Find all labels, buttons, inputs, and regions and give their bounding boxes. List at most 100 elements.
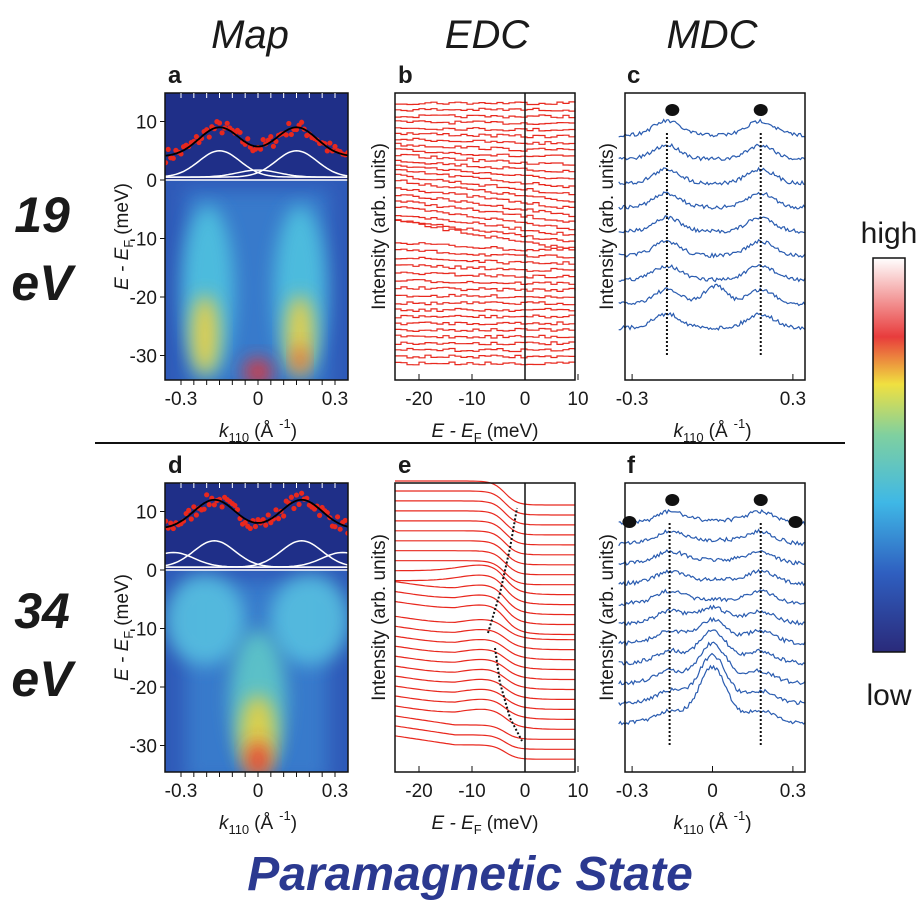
map-data-point	[165, 160, 169, 166]
map-data-point	[275, 516, 282, 522]
edc-curve	[395, 137, 576, 145]
mdc-curve	[618, 664, 806, 726]
map-data-point	[334, 514, 341, 520]
edc-curve	[395, 341, 576, 346]
edc-curve	[395, 153, 576, 166]
axis-label: Intensity (arb. units)	[369, 534, 390, 701]
edc-curve	[394, 600, 575, 636]
row-energy: 34	[14, 583, 70, 639]
mdc-peak-marker	[665, 494, 680, 506]
edc-curve	[395, 480, 575, 506]
axis-label-close: )	[745, 813, 751, 834]
edc-dispersion	[494, 647, 523, 742]
map-data-point	[242, 519, 248, 526]
map-data-point	[252, 523, 259, 530]
edc-curve	[395, 132, 576, 139]
map-data-point	[247, 525, 253, 532]
map-data-point	[224, 120, 230, 126]
edc-curve	[395, 540, 575, 566]
edc-curve	[394, 581, 575, 616]
edc-curve	[394, 635, 575, 661]
edc-curve	[395, 327, 576, 332]
mdc-curve	[618, 191, 806, 210]
map-data-point	[186, 507, 192, 513]
edc-curve	[395, 256, 576, 265]
edc-curve	[395, 490, 575, 516]
x-tick-label: 0.3	[780, 781, 806, 802]
y-tick-label: 10	[136, 113, 157, 134]
map-data-point	[237, 129, 243, 136]
map-data-point	[332, 143, 338, 150]
colorbar-high: high	[861, 217, 918, 250]
axis-label-main: k	[673, 813, 684, 834]
map-data-point	[245, 136, 251, 142]
edc-curve	[394, 625, 575, 651]
edc-curve	[394, 695, 575, 721]
mdc-curve	[618, 283, 806, 307]
edc-curve	[395, 530, 575, 556]
map-component-line	[165, 551, 348, 568]
map-intensity	[246, 742, 270, 772]
x-tick-label: 0	[520, 781, 531, 802]
axis-label-main: E - E	[112, 638, 133, 681]
map-data-point	[268, 520, 274, 526]
mdc-curve	[618, 215, 806, 234]
map-image	[165, 483, 348, 772]
map-data-point	[342, 517, 348, 524]
map-data-point	[288, 494, 294, 500]
panel-letter: f	[627, 452, 636, 479]
y-tick-label: 10	[136, 503, 157, 524]
panel-frame	[164, 482, 349, 773]
mdc-peak-marker	[665, 104, 680, 116]
edc-curve	[395, 219, 576, 243]
map-data-point	[293, 492, 300, 498]
map-intensity	[244, 358, 272, 380]
axis-label-unit: (meV)	[487, 421, 539, 442]
x-tick-label: 0	[253, 781, 264, 802]
axis-label: E - EF (meV)	[112, 574, 136, 681]
axis-label-close: )	[291, 421, 297, 442]
axis-label: E - EF (meV)	[432, 421, 539, 445]
axis-label: Intensity (arb. units)	[369, 143, 390, 310]
x-tick-label: 0	[707, 781, 718, 802]
edc-curve	[395, 120, 575, 126]
axis-label-main: E - E	[112, 247, 133, 290]
mdc-curve	[618, 264, 806, 283]
map-fit-line	[165, 498, 348, 529]
axis-label-unit: (Å	[254, 813, 273, 834]
footer-title: Paramagnetic State	[247, 848, 693, 900]
map-data-point	[165, 518, 169, 524]
map-data-point	[201, 506, 207, 512]
edc-curve	[395, 127, 576, 132]
map-data-point	[234, 507, 241, 513]
x-tick-label: 10	[567, 389, 588, 410]
mdc-peak-marker	[753, 494, 768, 506]
axis-label-main: E - E	[432, 813, 475, 834]
map-data-point	[216, 120, 223, 126]
mdc-curve	[618, 166, 806, 186]
axis-label: k110 (Å -1)	[219, 808, 297, 837]
mdc-curve	[618, 238, 806, 259]
x-tick-label: 0	[520, 389, 531, 410]
x-tick-label: 0.3	[322, 389, 348, 410]
edc-curve	[394, 590, 575, 626]
mdc-peak-marker	[788, 516, 803, 528]
map-data-point	[206, 134, 212, 140]
mdc-peak-marker	[622, 516, 637, 528]
edc-curve	[395, 248, 576, 259]
edc-curve	[395, 219, 576, 251]
axis-label: Intensity (arb. units)	[597, 143, 618, 310]
axis-label: k110 (Å -1)	[219, 416, 297, 445]
edc-curve	[395, 169, 576, 189]
map-intensity	[191, 295, 219, 375]
panel-frame	[164, 92, 349, 381]
axis-label-sup: -1	[734, 808, 746, 823]
axis-label-sub: 110	[683, 822, 704, 837]
map-data-point	[317, 512, 323, 518]
map-data-point	[288, 131, 294, 138]
edc-curve	[395, 271, 576, 279]
edc-curve	[395, 560, 575, 586]
map-data-point	[211, 502, 217, 508]
map-data-point	[232, 502, 238, 509]
axis-label-sup: -1	[279, 808, 291, 823]
